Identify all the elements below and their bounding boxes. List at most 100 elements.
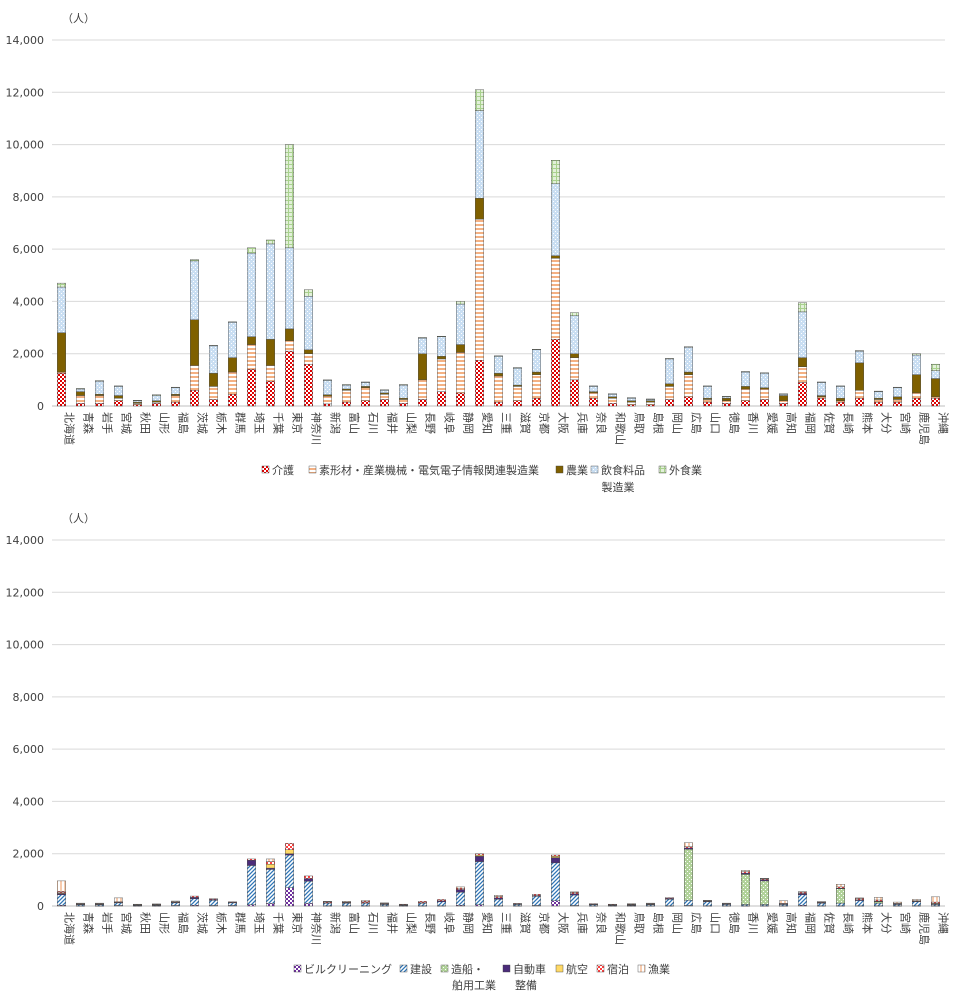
y-tick-label: 6,000: [13, 243, 45, 256]
y-tick-label: 2,000: [13, 848, 45, 861]
bar-segment: [418, 353, 427, 381]
bar-segment: [399, 384, 408, 386]
y-tick-label: 0: [37, 900, 44, 913]
bar-segment: [760, 399, 769, 407]
bar-segment: [551, 900, 560, 907]
bar-segment: [209, 399, 218, 407]
bar-segment: [817, 901, 826, 903]
bar-segment: [684, 346, 693, 373]
bar-segment: [209, 345, 218, 347]
category-label: 京都: [538, 412, 552, 434]
category-label: 福島: [177, 912, 191, 934]
category-label: 佐賀: [823, 412, 837, 434]
bar-segment: [437, 358, 446, 392]
bar-segment: [589, 385, 598, 387]
bar-segment: [57, 282, 66, 288]
bar-segment: [513, 903, 522, 905]
legend-label: 漁業: [648, 962, 670, 976]
bar-segment: [95, 403, 104, 407]
bar-segment: [532, 374, 541, 399]
bar-segment: [855, 900, 864, 906]
bar-segment: [627, 397, 636, 401]
bar-segment: [247, 858, 256, 861]
bar-segment: [228, 357, 237, 373]
y-tick-label: 8,000: [13, 691, 45, 704]
bar-segment: [874, 391, 883, 399]
bar-segment: [836, 888, 845, 904]
bar-segment: [494, 356, 503, 374]
category-label: 大分: [880, 912, 894, 934]
bar-segment: [703, 900, 712, 901]
bar-segment: [703, 386, 712, 399]
category-label: 静岡: [462, 912, 476, 934]
bar-segment: [399, 903, 408, 905]
bar-segment: [532, 349, 541, 373]
bar-segment: [532, 894, 541, 896]
bar-segment: [456, 301, 465, 305]
bar-segment: [494, 375, 503, 403]
bar-segment: [855, 390, 864, 399]
bar-segment: [209, 373, 218, 387]
bar-segment: [95, 380, 104, 395]
bar-segment: [456, 352, 465, 394]
bar-segment: [323, 901, 332, 903]
bar-segment: [133, 400, 142, 401]
bar-segment: [551, 160, 560, 184]
bar-segment: [532, 371, 541, 375]
bar-segment: [836, 884, 845, 888]
category-label: 福岡: [804, 912, 818, 934]
category-label: 福島: [177, 412, 191, 434]
legend-swatch: [590, 465, 599, 474]
legend-label: 介護: [272, 463, 294, 477]
bar-segment: [171, 387, 180, 395]
bar-segment: [323, 902, 332, 906]
bar-segment: [266, 861, 275, 865]
bar-segment: [266, 380, 275, 407]
bar-segment: [247, 252, 256, 337]
bar-segment: [912, 353, 921, 356]
bar-segment: [361, 382, 370, 387]
bar-segment: [608, 393, 617, 395]
bar-segment: [665, 386, 674, 400]
bar-segment: [684, 374, 693, 398]
bar-segment: [855, 350, 864, 352]
bar-segment: [475, 110, 484, 199]
category-label: 福岡: [804, 412, 818, 434]
bar-segment: [684, 849, 693, 901]
bar-segment: [304, 296, 313, 350]
bar-segment: [798, 357, 807, 367]
category-label: 沖縄: [937, 912, 951, 934]
bar-segment: [76, 395, 85, 404]
bar-segment: [817, 381, 826, 383]
bar-segment: [665, 383, 674, 387]
unit-label: （人）: [62, 512, 95, 525]
bar-segment: [494, 401, 503, 407]
bar-segment: [171, 395, 180, 403]
bar-segment: [323, 403, 332, 407]
bar-segment: [456, 392, 465, 407]
category-label: 新潟: [329, 912, 343, 934]
bar-segment: [285, 247, 294, 330]
bar-segment: [760, 880, 769, 905]
category-label: 兵庫: [576, 412, 590, 434]
bar-segment: [931, 363, 940, 371]
category-label: 鹿児島: [918, 412, 932, 445]
bar-segment: [893, 386, 902, 388]
bar-segment: [608, 903, 617, 905]
bar-segment: [513, 400, 522, 407]
bar-segment: [912, 392, 921, 399]
bar-segment: [76, 388, 85, 390]
bar-segment: [76, 403, 85, 407]
bar-segment: [836, 385, 845, 387]
legend-swatch: [308, 465, 317, 474]
bar-segment: [437, 336, 446, 357]
bar-segment: [855, 350, 864, 364]
bar-segment: [323, 380, 332, 395]
bar-segment: [456, 303, 465, 345]
category-label: 滋賀: [519, 912, 532, 934]
category-label: 山口: [709, 912, 722, 934]
category-label: 富山: [348, 912, 362, 934]
y-tick-label: 0: [37, 400, 44, 413]
